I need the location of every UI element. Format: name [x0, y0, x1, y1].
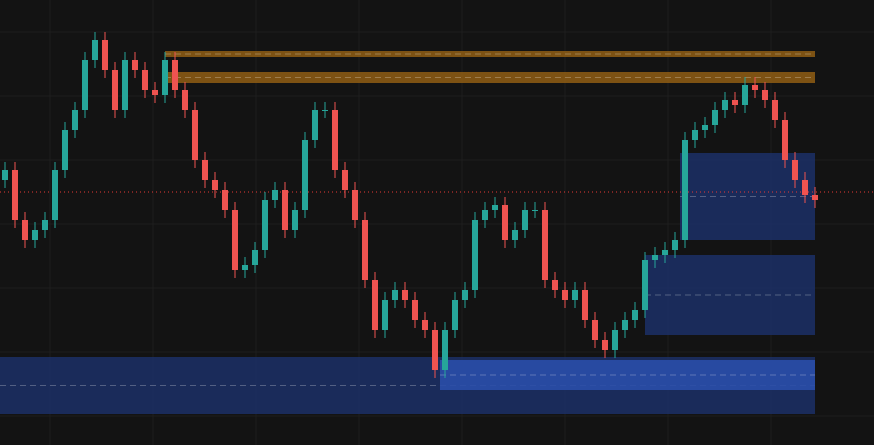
candle-body	[412, 300, 418, 320]
candle-body	[422, 320, 428, 330]
candle-body	[592, 320, 598, 340]
candle-body	[562, 290, 568, 300]
candle-body	[522, 210, 528, 230]
candle-body	[602, 340, 608, 350]
candle-body	[172, 60, 178, 90]
candle-body	[372, 280, 378, 330]
candle-body	[212, 180, 218, 190]
candle-body	[762, 90, 768, 100]
candle-body	[282, 190, 288, 230]
candle-body	[2, 170, 8, 180]
zone	[165, 51, 815, 57]
candle-body	[622, 320, 628, 330]
candle-body	[92, 40, 98, 60]
candle-body	[322, 110, 328, 111]
candle-body	[392, 290, 398, 300]
candle-body	[162, 60, 168, 95]
candle-body	[252, 250, 258, 265]
candle-body	[262, 200, 268, 250]
candle-body	[702, 125, 708, 130]
candle-body	[222, 190, 228, 210]
zone	[645, 255, 815, 335]
candle-body	[532, 210, 538, 211]
candle-body	[552, 280, 558, 290]
candle-body	[502, 205, 508, 240]
candle-body	[792, 160, 798, 180]
candle-body	[772, 100, 778, 120]
candle-body	[732, 100, 738, 105]
candle-body	[352, 190, 358, 220]
candle-body	[192, 110, 198, 160]
candle-body	[132, 60, 138, 70]
candle-body	[782, 120, 788, 160]
candle-body	[492, 205, 498, 210]
candle-body	[612, 330, 618, 350]
candle-body	[402, 290, 408, 300]
candle-body	[672, 240, 678, 250]
candle-body	[632, 310, 638, 320]
candle-body	[662, 250, 668, 255]
candle-body	[452, 300, 458, 330]
candle-body	[292, 210, 298, 230]
candle-body	[22, 220, 28, 240]
candle-body	[382, 300, 388, 330]
candle-body	[642, 260, 648, 310]
candle-body	[12, 170, 18, 220]
candle-body	[42, 220, 48, 230]
candle-body	[542, 210, 548, 280]
candle-body	[692, 130, 698, 140]
candle-body	[272, 190, 278, 200]
candle-body	[302, 140, 308, 210]
candle-body	[652, 255, 658, 260]
candle-body	[52, 170, 58, 220]
candle-body	[72, 110, 78, 130]
candle-body	[102, 40, 108, 70]
zone	[440, 360, 815, 390]
candle-body	[342, 170, 348, 190]
candle-body	[62, 130, 68, 170]
candle-body	[142, 70, 148, 90]
candle-body	[442, 330, 448, 370]
candle-body	[742, 85, 748, 105]
candle-body	[312, 110, 318, 140]
candle-body	[32, 230, 38, 240]
zone	[165, 72, 815, 83]
candle-body	[362, 220, 368, 280]
candle-body	[682, 140, 688, 240]
candle-body	[82, 60, 88, 110]
candle-body	[432, 330, 438, 370]
candle-body	[232, 210, 238, 270]
candle-body	[582, 290, 588, 320]
candle-body	[752, 85, 758, 90]
candle-body	[242, 265, 248, 270]
candle-body	[472, 220, 478, 290]
candle-body	[182, 90, 188, 110]
candle-body	[112, 70, 118, 110]
candle-body	[812, 195, 818, 200]
candle-body	[462, 290, 468, 300]
candle-body	[802, 180, 808, 195]
candle-body	[482, 210, 488, 220]
candle-body	[202, 160, 208, 180]
candle-body	[722, 100, 728, 110]
candle-body	[152, 90, 158, 95]
candle-body	[572, 290, 578, 300]
candle-body	[712, 110, 718, 125]
candle-body	[122, 60, 128, 110]
candle-body	[512, 230, 518, 240]
candle-body	[332, 110, 338, 170]
